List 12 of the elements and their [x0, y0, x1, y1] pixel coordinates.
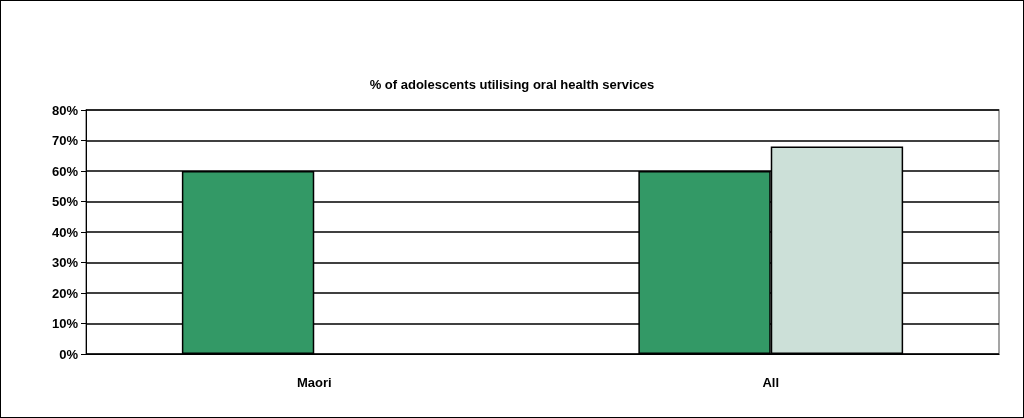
y-tick-label: 40%: [51, 224, 79, 240]
y-tick-label: 60%: [51, 163, 79, 179]
y-tick-label: 10%: [51, 316, 79, 331]
y-tick-label: 80%: [51, 102, 79, 118]
y-tick-label: 70%: [51, 133, 79, 148]
x-tick-label: All: [762, 375, 780, 390]
y-tick-label: 50%: [51, 194, 79, 209]
chart-title: % of adolescents utilising oral health services: [369, 77, 655, 92]
y-tick-label: 20%: [51, 285, 79, 301]
y-tick-label: 30%: [51, 255, 79, 270]
x-tick-label: Maori: [296, 375, 332, 390]
y-tick-label: 0%: [59, 346, 79, 362]
